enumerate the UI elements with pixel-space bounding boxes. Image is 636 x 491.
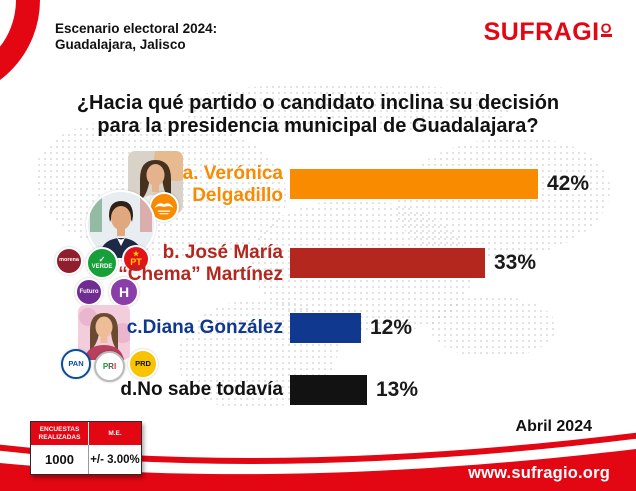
scenario-line2: Guadalajara, Jalisco bbox=[55, 37, 186, 52]
pri-party-badge: PRI bbox=[94, 351, 125, 382]
logo-o-mark: o bbox=[600, 20, 612, 37]
bar-diana-gonzalez bbox=[290, 313, 361, 343]
value-label-veronica: 42% bbox=[547, 172, 590, 195]
value-label-diana: 12% bbox=[370, 316, 413, 339]
pt-label: PT bbox=[130, 257, 142, 267]
morena-party-badge: morena bbox=[55, 247, 83, 275]
pt-star-icon: ★ bbox=[132, 251, 140, 258]
table-header-encuestas: ENCUESTAS REALIZADAS bbox=[31, 422, 89, 445]
website-link[interactable]: www.sufragio.org bbox=[468, 464, 610, 482]
pan-party-badge: PAN bbox=[61, 349, 91, 379]
scenario-line1: Escenario electoral 2024: bbox=[55, 21, 218, 36]
poll-question: ¿Hacia qué partido o candidato inclina s… bbox=[0, 92, 636, 138]
candidate-label-veronica: a. Verónica Delgadillo bbox=[183, 163, 283, 206]
mc-eagle-icon bbox=[151, 194, 177, 220]
futuro-label: Futuro bbox=[79, 289, 99, 295]
pri-label: PRI bbox=[102, 361, 117, 371]
bar-veronica-delgadillo bbox=[290, 169, 538, 199]
table-value-encuestas: 1000 bbox=[31, 445, 89, 474]
prd-party-badge: PRD bbox=[128, 349, 158, 379]
value-label-chema: 33% bbox=[494, 251, 537, 274]
label-line1: c.Diana González bbox=[126, 317, 283, 338]
futuro-party-badge: Futuro bbox=[75, 278, 103, 306]
bar-no-sabe bbox=[290, 375, 367, 405]
value-label-no-sabe: 13% bbox=[376, 378, 419, 401]
corner-arc-decoration bbox=[0, 0, 40, 100]
date-label: Abril 2024 bbox=[515, 418, 592, 435]
label-line1: d.No sabe todavía bbox=[120, 379, 283, 400]
question-line2: para la presidencia municipal de Guadala… bbox=[97, 115, 539, 137]
verde-label: VERDE bbox=[91, 264, 113, 270]
label-line2: “Chema” Martínez bbox=[118, 263, 283, 285]
logo-text: SUFRAGI bbox=[483, 18, 600, 46]
table-value-me: +/- 3.00% bbox=[89, 445, 141, 474]
pan-label: PAN bbox=[68, 359, 84, 369]
option-label-no-sabe: d.No sabe todavía bbox=[120, 379, 283, 401]
morena-label: morena bbox=[59, 257, 79, 264]
world-map-dots bbox=[396, 138, 610, 260]
verde-check-icon: ✓ bbox=[98, 255, 106, 264]
bar-chema-martinez bbox=[290, 248, 485, 278]
sufragio-logo: SUFRAGIo bbox=[484, 18, 612, 47]
question-line1: ¿Hacia qué partido o candidato inclina s… bbox=[76, 92, 560, 114]
candidate-label-chema: b. José María “Chema” Martínez bbox=[118, 242, 283, 285]
survey-info-table: ENCUESTAS REALIZADAS M.E. 1000 +/- 3.00% bbox=[30, 421, 142, 475]
table-header-me: M.E. bbox=[89, 422, 141, 445]
label-line1: a. Verónica bbox=[182, 163, 283, 184]
mc-party-badge bbox=[149, 192, 179, 222]
label-line1: b. José María bbox=[162, 242, 283, 263]
verde-party-badge: ✓ VERDE bbox=[86, 247, 118, 279]
scenario-title: Escenario electoral 2024: Guadalajara, J… bbox=[55, 21, 217, 53]
label-line2: Delgadillo bbox=[192, 184, 283, 206]
hagamos-label: H bbox=[118, 284, 130, 300]
pt-party-badge: ★ PT bbox=[122, 245, 150, 273]
world-map-dots bbox=[430, 296, 556, 358]
prd-label: PRD bbox=[135, 359, 151, 369]
candidate-label-diana: c.Diana González bbox=[127, 317, 283, 339]
